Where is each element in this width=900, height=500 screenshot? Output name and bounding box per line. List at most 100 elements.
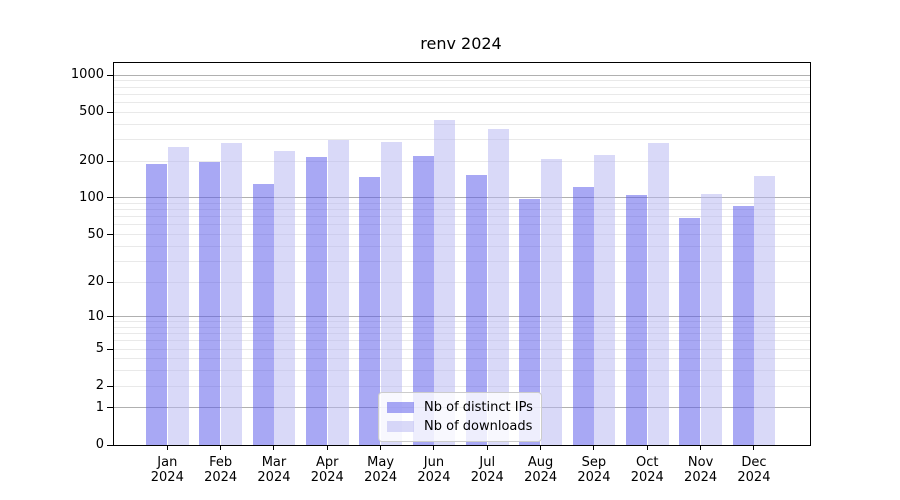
bar-distinct-ips — [572, 187, 594, 445]
x-tick-mark — [433, 445, 435, 450]
bar-distinct-ips — [519, 199, 541, 445]
minor-gridline — [114, 86, 810, 88]
x-tick-label: Jul 2024 — [470, 455, 504, 485]
minor-gridline — [114, 224, 810, 226]
minor-gridline — [114, 138, 810, 140]
major-gridline — [114, 74, 810, 76]
minor-gridline — [114, 321, 810, 323]
x-tick-label: Aug 2024 — [524, 455, 558, 485]
y-tick-mark — [107, 316, 113, 318]
minor-gridline — [114, 385, 810, 387]
x-tick-label: Oct 2024 — [630, 455, 664, 485]
minor-gridline — [114, 209, 810, 211]
bar-downloads — [274, 151, 296, 445]
y-tick-mark — [107, 407, 113, 409]
x-tick-mark — [486, 445, 488, 450]
y-tick-mark — [107, 281, 113, 283]
chart-title: renv 2024 — [420, 34, 502, 53]
bar-downloads — [167, 147, 189, 445]
y-tick-label: 200 — [79, 153, 104, 169]
x-tick-mark — [646, 445, 648, 450]
legend-entry-distinct-ips: Nb of distinct IPs — [387, 398, 533, 417]
x-tick-mark — [326, 445, 328, 450]
x-tick-mark — [220, 445, 222, 450]
y-tick-label: 0 — [95, 437, 104, 452]
minor-gridline — [114, 370, 810, 372]
x-tick-mark — [593, 445, 595, 450]
minor-gridline — [114, 160, 810, 162]
bar-distinct-ips — [306, 157, 327, 445]
plot-area: Nb of distinct IPs Nb of downloads 0 1 2 5 1… — [71, 62, 811, 485]
legend-swatch-downloads — [387, 421, 414, 432]
bar-downloads — [700, 193, 722, 445]
y-tick-label: 2 — [95, 378, 104, 394]
minor-gridline — [114, 216, 810, 218]
x-tick-label: Mar 2024 — [257, 455, 291, 485]
x-tick-label: Jan 2024 — [150, 455, 184, 485]
bar-distinct-ips — [252, 184, 274, 445]
legend-swatch-distinct-ips — [387, 402, 414, 413]
bar-downloads — [487, 129, 509, 445]
x-tick-mark — [380, 445, 382, 450]
bar-distinct-ips — [199, 162, 221, 445]
bar-downloads — [327, 139, 349, 445]
x-tick-label: Dec 2024 — [737, 455, 771, 485]
minor-gridline — [114, 80, 810, 82]
y-tick-label: 10 — [87, 308, 104, 324]
x-tick-mark — [166, 445, 168, 450]
minor-gridline — [114, 203, 810, 205]
minor-gridline — [114, 260, 810, 262]
bar-distinct-ips — [146, 164, 167, 445]
y-tick-mark — [107, 197, 113, 199]
x-tick-mark — [273, 445, 275, 450]
minor-gridline — [114, 93, 810, 95]
minor-gridline — [114, 358, 810, 360]
y-tick-mark — [107, 111, 113, 113]
y-tick-label: 5 — [95, 341, 104, 357]
minor-gridline — [114, 111, 810, 113]
y-tick-label: 50 — [87, 226, 104, 242]
y-tick-label: 1 — [95, 399, 104, 415]
major-gridline — [114, 316, 810, 318]
x-tick-label: Feb 2024 — [204, 455, 238, 485]
y-tick-label: 20 — [87, 274, 104, 289]
x-tick-mark — [540, 445, 542, 450]
x-tick-label: May 2024 — [364, 455, 398, 485]
bar-distinct-ips — [679, 218, 701, 445]
y-tick-mark — [107, 385, 113, 387]
minor-gridline — [114, 333, 810, 335]
x-tick-label: Jun 2024 — [417, 455, 451, 485]
x-tick-label: Apr 2024 — [310, 455, 344, 485]
x-tick-label: Nov 2024 — [684, 455, 718, 485]
minor-gridline — [114, 326, 810, 328]
y-tick-label: 1000 — [70, 67, 104, 83]
x-tick-label: Sep 2024 — [577, 455, 611, 485]
minor-gridline — [114, 340, 810, 342]
bar-downloads — [754, 176, 776, 445]
minor-gridline — [114, 234, 810, 235]
bar-distinct-ips — [412, 156, 434, 445]
bar-distinct-ips — [626, 195, 647, 445]
minor-gridline — [114, 123, 810, 125]
bar-downloads — [594, 154, 616, 445]
bar-downloads — [434, 120, 456, 445]
y-tick-mark — [107, 74, 113, 76]
y-tick-mark — [107, 348, 113, 350]
legend-label-downloads: Nb of downloads — [424, 419, 533, 434]
bar-distinct-ips — [359, 177, 381, 445]
x-tick-mark — [753, 445, 755, 450]
y-tick-mark — [107, 444, 113, 446]
minor-gridline — [114, 101, 810, 103]
bar-downloads — [647, 143, 669, 445]
bar-distinct-ips — [466, 174, 487, 445]
minor-gridline — [114, 281, 810, 283]
bar-distinct-ips — [732, 205, 754, 445]
minor-gridline — [114, 348, 810, 350]
bar-downloads — [380, 142, 402, 445]
legend-label-distinct-ips: Nb of distinct IPs — [424, 400, 533, 415]
legend: Nb of distinct IPs Nb of downloads — [378, 392, 542, 442]
y-tick-label: 100 — [79, 189, 104, 205]
major-gridline — [114, 197, 810, 199]
y-tick-mark — [107, 234, 113, 235]
